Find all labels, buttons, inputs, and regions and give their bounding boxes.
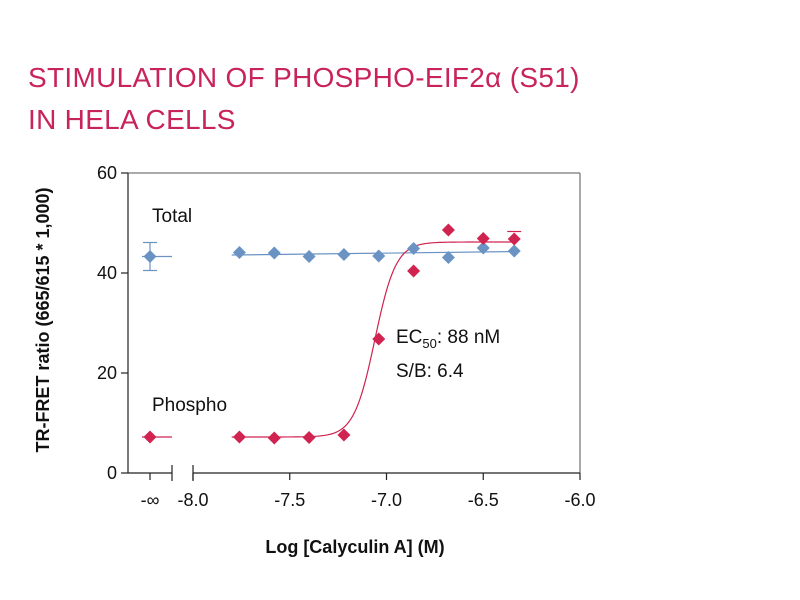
total-data-point [267, 246, 281, 260]
chart-labels: TR-FRET ratio (665/615 * 1,000) Log [Cal… [33, 163, 596, 557]
chart-axes [121, 172, 581, 481]
total-data-point [143, 250, 157, 263]
x-tick-label-neg-infinity: -∞ [141, 490, 160, 510]
chart-title-line-2: IN HELA CELLS [28, 104, 236, 135]
ec50-prefix: EC [396, 327, 422, 348]
phospho-data-point [372, 332, 386, 346]
total-data-point [476, 241, 490, 255]
total-data-point [232, 246, 246, 259]
y-tick-label: 0 [107, 463, 117, 483]
phospho-data-point [267, 431, 281, 445]
phospho-data-point [507, 232, 521, 246]
y-axis-label: TR-FRET ratio (665/615 * 1,000) [33, 187, 53, 452]
total-data-point [372, 249, 386, 263]
sb-annotation: S/B: 6.4 [396, 361, 464, 382]
x-tick-label: -7.5 [274, 490, 305, 510]
series-label-phospho: Phospho [152, 395, 227, 416]
ec50-annotation: EC50: 88 nM [396, 327, 500, 351]
y-tick-label: 20 [97, 363, 117, 383]
total-data-point [407, 242, 421, 255]
phospho-data-point [441, 223, 455, 237]
data-points [143, 223, 522, 445]
phospho-data-point [143, 430, 157, 444]
series-label-total: Total [152, 206, 192, 227]
x-tick-label: -6.5 [468, 490, 499, 510]
x-tick-label: -6.0 [564, 490, 595, 510]
x-tick-label: -7.0 [371, 490, 402, 510]
x-axis-label: Log [Calyculin A] (M) [265, 537, 444, 557]
total-data-point [337, 248, 351, 261]
y-tick-label: 40 [97, 263, 117, 283]
phospho-data-point [407, 264, 421, 278]
total-data-point [507, 244, 521, 258]
y-tick-label: 60 [97, 163, 117, 183]
phospho-data-point [232, 430, 246, 444]
phospho-data-point [476, 232, 490, 245]
ec50-value: : 88 nM [437, 327, 500, 348]
total-data-point [441, 251, 455, 264]
phospho-data-point [302, 431, 316, 444]
ec50-subscript: 50 [422, 336, 436, 351]
x-tick-label: -8.0 [177, 490, 208, 510]
phospho-data-point [337, 428, 351, 442]
total-data-point [302, 250, 316, 263]
chart-title-line-1: STIMULATION OF PHOSPHO-EIF2α (S51) [28, 62, 580, 93]
